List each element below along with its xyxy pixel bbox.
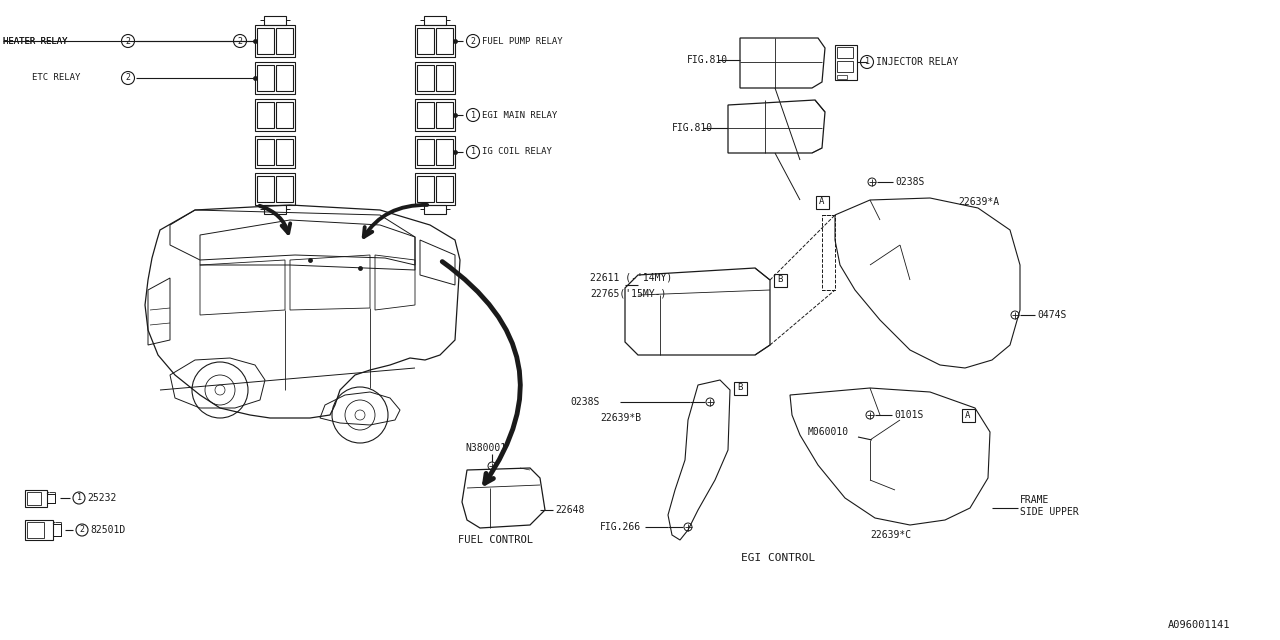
Text: 2: 2	[79, 525, 84, 534]
Text: 22639*A: 22639*A	[957, 197, 1000, 207]
Bar	[415, 173, 454, 205]
Text: FIG.266: FIG.266	[600, 522, 641, 532]
Text: A: A	[965, 410, 970, 419]
Bar	[257, 65, 274, 91]
Text: ETC RELAY: ETC RELAY	[32, 74, 81, 83]
Text: 1: 1	[864, 58, 869, 67]
Text: 2: 2	[471, 36, 475, 45]
Text: HEATER RELAY: HEATER RELAY	[3, 36, 68, 45]
Text: 22639*C: 22639*C	[870, 530, 911, 540]
Text: FRAME: FRAME	[1020, 495, 1050, 505]
Text: M060010: M060010	[808, 427, 849, 437]
Text: 22611 (-'14MY): 22611 (-'14MY)	[590, 273, 672, 283]
Bar	[837, 61, 852, 72]
Text: 0101S: 0101S	[893, 410, 923, 420]
Bar	[276, 176, 293, 202]
Bar	[424, 16, 445, 25]
Text: N380001: N380001	[465, 443, 506, 453]
Text: 1: 1	[77, 493, 82, 502]
Bar	[415, 25, 454, 57]
Bar	[424, 205, 445, 214]
Text: EGI CONTROL: EGI CONTROL	[741, 553, 815, 563]
Text: HEATER RELAY: HEATER RELAY	[3, 36, 68, 45]
Bar	[436, 176, 453, 202]
Bar	[26, 520, 52, 540]
Bar	[961, 408, 974, 422]
Text: 0238S: 0238S	[895, 177, 924, 187]
Text: FUEL CONTROL: FUEL CONTROL	[457, 535, 532, 545]
Text: 2: 2	[125, 74, 131, 83]
Bar	[255, 99, 294, 131]
Text: IG COIL RELAY: IG COIL RELAY	[483, 147, 552, 157]
Bar	[276, 102, 293, 128]
Text: B: B	[737, 383, 742, 392]
Bar	[257, 139, 274, 165]
Bar	[255, 62, 294, 94]
Text: FIG.810: FIG.810	[687, 55, 728, 65]
Bar	[255, 136, 294, 168]
Text: 22765('15MY-): 22765('15MY-)	[590, 288, 667, 298]
Text: 82501D: 82501D	[90, 525, 125, 535]
Bar	[264, 16, 285, 25]
Bar	[436, 65, 453, 91]
Text: INJECTOR RELAY: INJECTOR RELAY	[876, 57, 959, 67]
Text: FIG.810: FIG.810	[672, 123, 713, 133]
Text: 22639*B: 22639*B	[600, 413, 641, 423]
Text: 2: 2	[125, 36, 131, 45]
Bar	[417, 139, 434, 165]
Bar	[257, 102, 274, 128]
Bar	[415, 62, 454, 94]
Text: 0474S: 0474S	[1037, 310, 1066, 320]
Text: FUEL PUMP RELAY: FUEL PUMP RELAY	[483, 36, 563, 45]
Text: SIDE UPPER: SIDE UPPER	[1020, 507, 1079, 517]
Bar	[415, 136, 454, 168]
Text: 1: 1	[471, 111, 475, 120]
Bar	[773, 273, 786, 287]
Bar	[417, 65, 434, 91]
Text: B: B	[777, 275, 782, 285]
Bar	[257, 28, 274, 54]
Bar	[835, 45, 858, 80]
Bar	[417, 176, 434, 202]
Bar	[837, 47, 852, 58]
Text: 2: 2	[238, 36, 242, 45]
Bar	[26, 490, 47, 507]
Bar	[417, 102, 434, 128]
Text: 0238S: 0238S	[571, 397, 600, 407]
Bar	[436, 28, 453, 54]
Text: EGI MAIN RELAY: EGI MAIN RELAY	[483, 111, 557, 120]
Text: A096001141: A096001141	[1167, 620, 1230, 630]
Bar	[815, 195, 828, 209]
Bar	[276, 28, 293, 54]
Bar	[837, 75, 847, 79]
Bar	[52, 524, 61, 536]
Bar	[27, 522, 44, 538]
Bar	[255, 173, 294, 205]
Bar	[417, 28, 434, 54]
Text: A: A	[819, 198, 824, 207]
Bar	[264, 205, 285, 214]
Bar	[255, 25, 294, 57]
Bar	[415, 99, 454, 131]
Text: 1: 1	[471, 147, 475, 157]
Bar	[257, 176, 274, 202]
Bar	[27, 492, 41, 505]
Text: 25232: 25232	[87, 493, 116, 503]
Bar	[733, 381, 746, 394]
Bar	[436, 139, 453, 165]
Text: 22648: 22648	[556, 505, 585, 515]
Bar	[436, 102, 453, 128]
Bar	[276, 65, 293, 91]
Bar	[276, 139, 293, 165]
Bar	[47, 494, 55, 503]
